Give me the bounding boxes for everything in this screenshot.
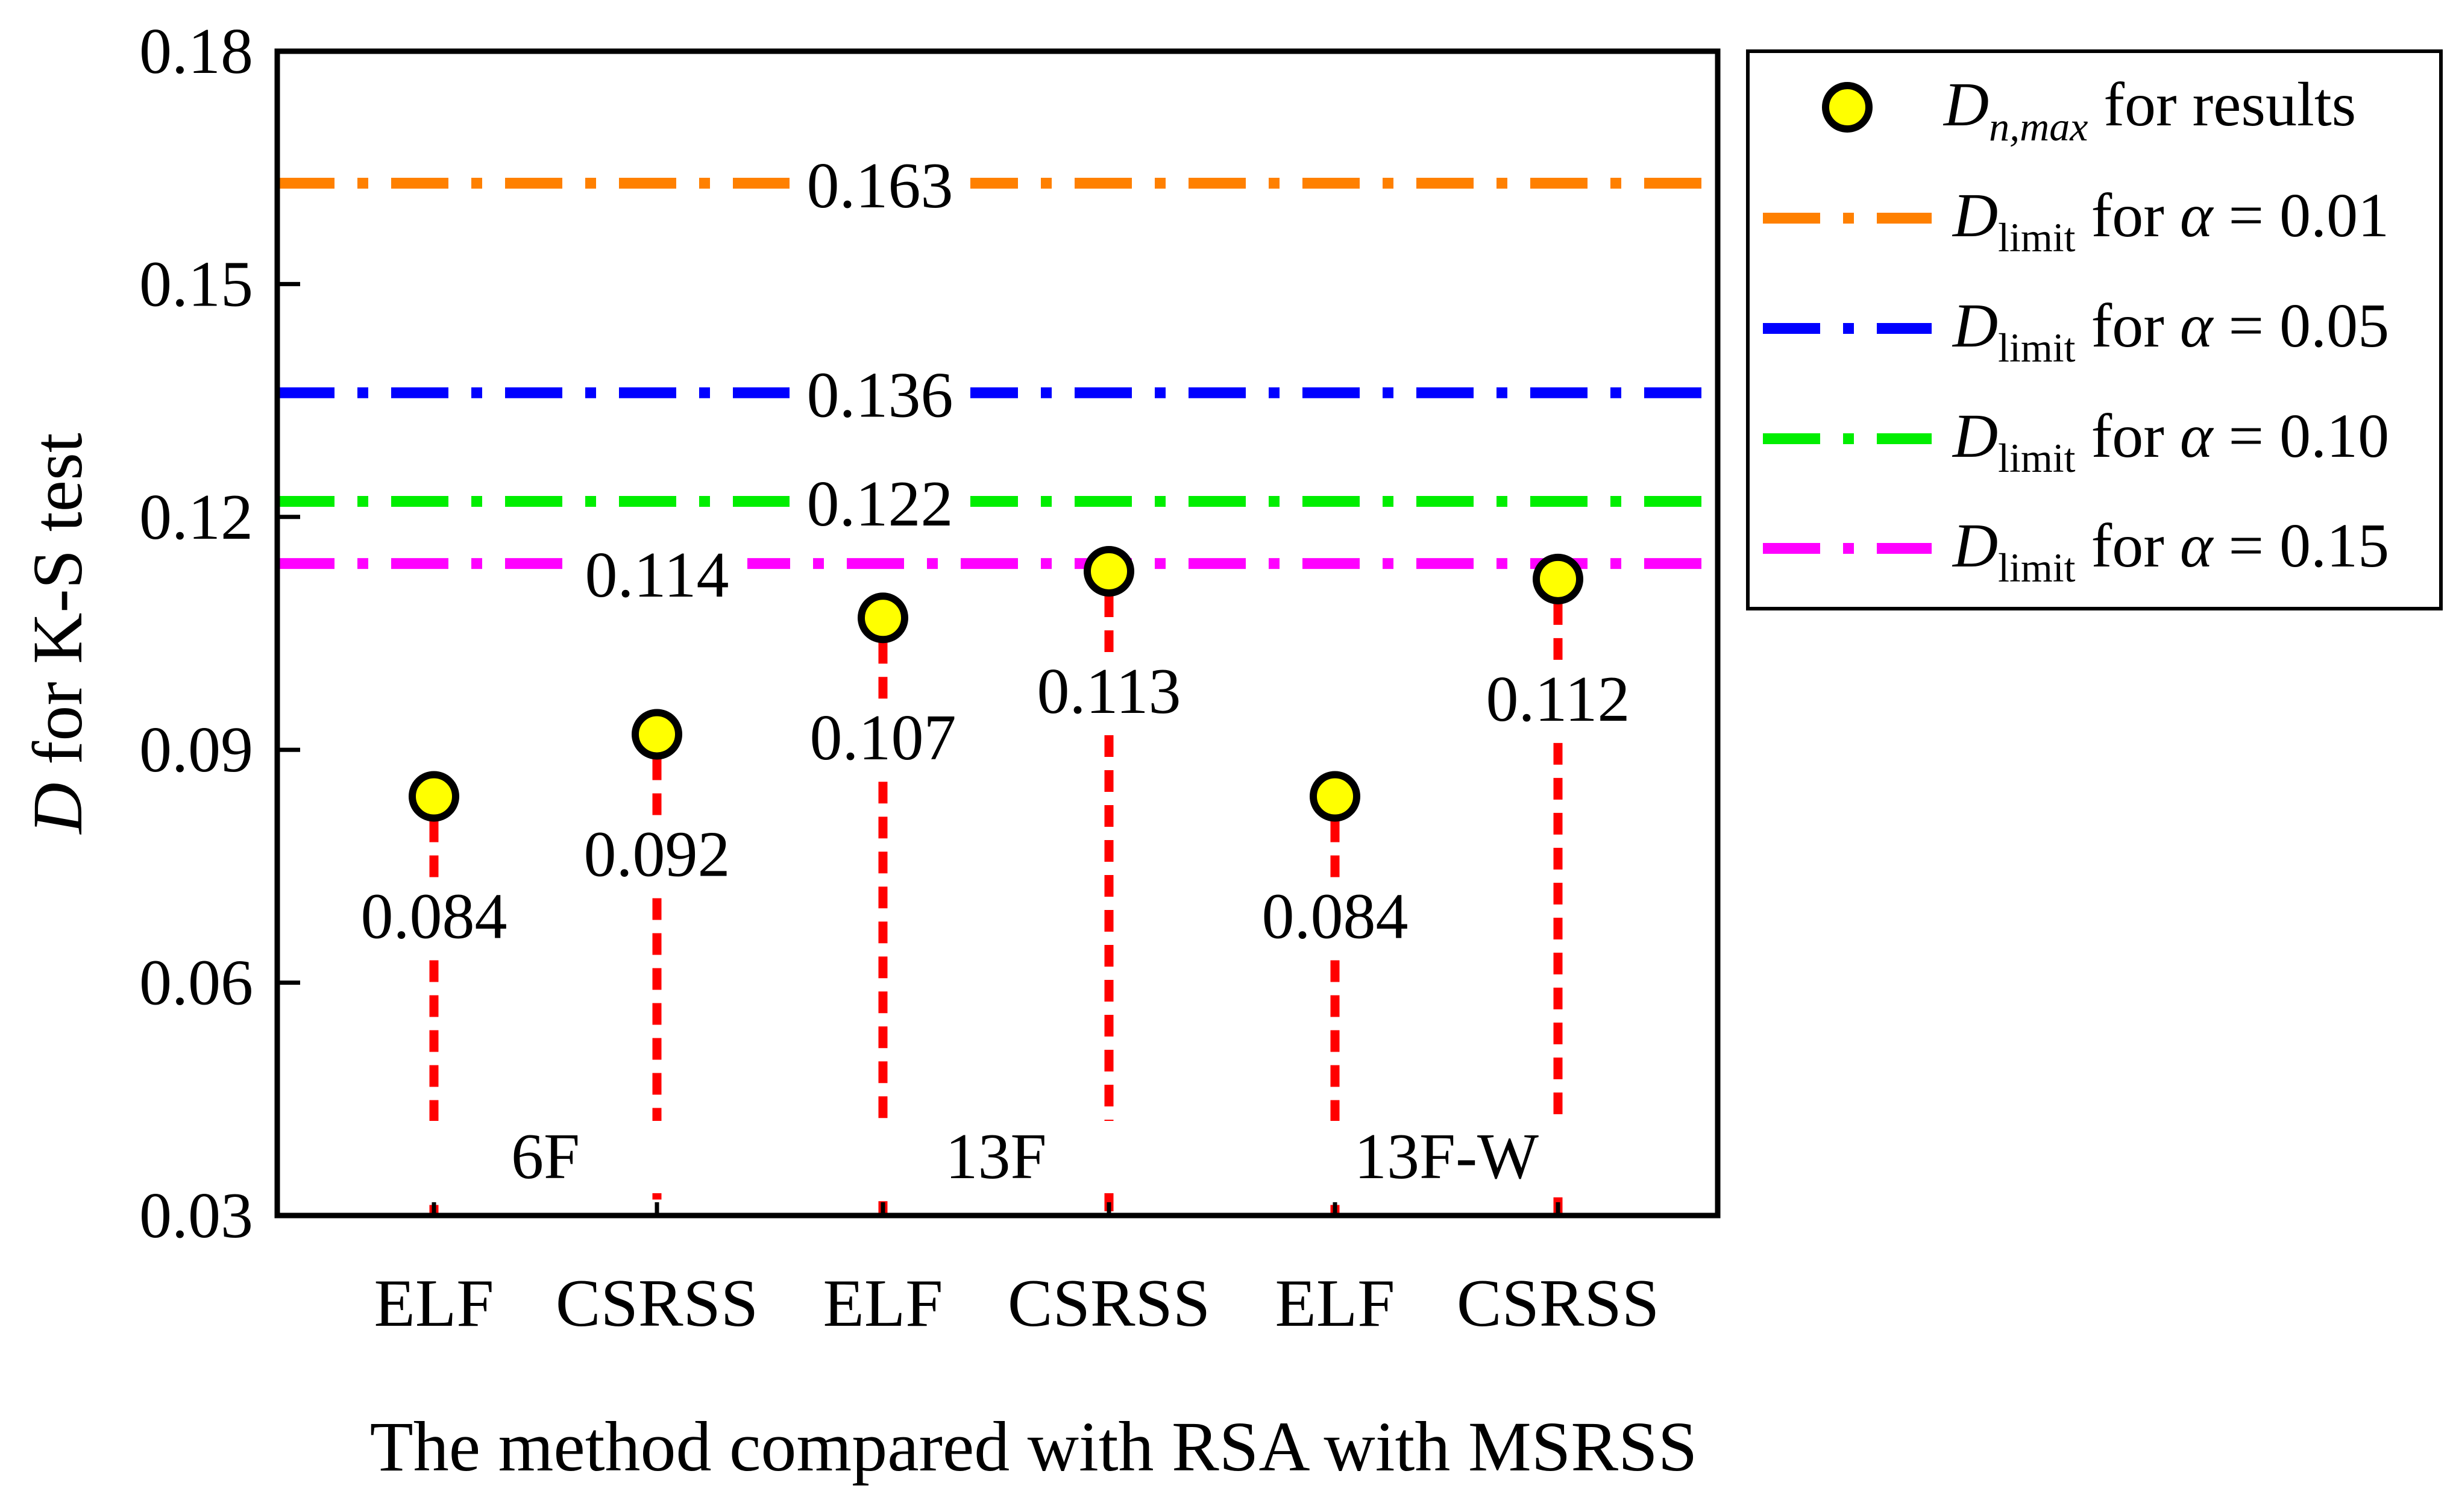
legend-label-alpha-001: Dlimit for α = 0.01 (1952, 181, 2389, 260)
threshold-label-bg (790, 468, 970, 535)
group-label-group: 13F (863, 1121, 1129, 1193)
y-tick-label: 0.03 (139, 1180, 253, 1252)
threshold-label: 0.122 (807, 468, 953, 540)
threshold-label-bg (567, 530, 747, 597)
value-label-bg (1019, 657, 1199, 729)
threshold-label: 0.114 (585, 539, 729, 611)
group-label-bg (863, 1121, 1129, 1193)
group-label-bg (413, 1121, 678, 1193)
value-label-group: 0.092 (567, 818, 747, 892)
result-marker (409, 771, 459, 822)
group-label-group: 13F-W (1314, 1121, 1579, 1193)
value-label: 0.112 (1486, 663, 1630, 735)
legend-label-alpha-015: Dlimit for α = 0.15 (1952, 511, 2389, 591)
value-labels: 0.084 0.092 0.107 0.113 0.084 0.112 (344, 656, 1648, 954)
group-labels: 6F 13F 13F-W (413, 1121, 1579, 1193)
result-marker (1310, 771, 1360, 822)
legend-label-alpha-010: Dlimit for α = 0.10 (1952, 401, 2389, 481)
threshold-lines (277, 177, 1718, 569)
x-axis-title: The method compared with RSA with MSRSS (370, 1407, 1698, 1486)
legend-label-alpha-005: Dlimit for α = 0.05 (1952, 291, 2389, 371)
threshold-label-bg (790, 149, 970, 216)
group-label-group: 6F (413, 1121, 678, 1193)
threshold-label-group: 0.163 (790, 150, 970, 222)
value-label: 0.092 (584, 818, 730, 890)
y-axis-title-text: for K-S test (18, 433, 97, 782)
threshold-labels: 0.163 0.136 0.122 0.114 (567, 150, 970, 611)
value-label-bg (1245, 882, 1425, 954)
y-tick-label: 0.06 (139, 947, 253, 1019)
x-category-label: CSRSS (1457, 1266, 1659, 1341)
value-label-group: 0.113 (1019, 656, 1199, 729)
threshold-label-group: 0.122 (790, 468, 970, 540)
value-label-group: 0.084 (1245, 880, 1425, 954)
y-tick-label: 0.15 (139, 248, 253, 320)
legend-marker-results (1822, 82, 1873, 133)
result-marker (858, 592, 908, 644)
value-label-group: 0.107 (793, 702, 973, 776)
value-label: 0.107 (810, 702, 956, 774)
value-label-group: 0.084 (344, 880, 524, 954)
group-label: 13F (945, 1121, 1046, 1193)
group-label: 6F (511, 1121, 580, 1193)
y-tick-label: 0.18 (139, 16, 253, 87)
value-label: 0.084 (361, 880, 507, 952)
x-category-label: ELF (374, 1266, 494, 1341)
threshold-label-bg (790, 359, 970, 426)
y-tick-label: 0.09 (139, 714, 253, 786)
value-label: 0.113 (1037, 656, 1181, 727)
legend: Dn,max for results Dlimit for α = 0.01 Dli… (1746, 49, 2443, 610)
threshold-label-group: 0.136 (790, 359, 970, 431)
y-tick-label: 0.12 (139, 482, 253, 553)
group-label: 13F-W (1354, 1121, 1539, 1193)
threshold-label: 0.136 (807, 360, 953, 431)
threshold-label-group: 0.114 (567, 530, 747, 611)
y-axis-title: D for K-S test (18, 433, 97, 835)
value-label-bg (793, 704, 973, 776)
value-label-bg (344, 882, 524, 954)
value-label: 0.084 (1262, 880, 1409, 952)
x-category-label: ELF (1275, 1266, 1395, 1341)
x-axis: ELF CSRSS ELF CSRSS ELF CSRSS (374, 1266, 1659, 1341)
result-marker (632, 709, 682, 760)
threshold-label: 0.163 (807, 150, 953, 222)
x-category-label: CSRSS (556, 1266, 758, 1341)
plot-frame (274, 48, 1721, 1219)
value-label-bg (567, 820, 747, 892)
legend-box (1746, 49, 2443, 610)
result-markers (409, 545, 1583, 822)
x-category-label: ELF (823, 1266, 943, 1341)
value-label-group: 0.112 (1468, 663, 1648, 736)
y-axis-title-symbol: D (18, 782, 97, 835)
group-label-bg (1314, 1121, 1579, 1193)
result-marker (1533, 553, 1583, 604)
legend-label-results: Dn,max for results (1943, 70, 2356, 149)
value-label-bg (1468, 665, 1648, 736)
result-marker (1084, 545, 1134, 597)
y-axis: 0.03 0.06 0.09 0.12 0.15 0.18 (139, 16, 300, 1252)
x-category-label: CSRSS (1008, 1266, 1210, 1341)
